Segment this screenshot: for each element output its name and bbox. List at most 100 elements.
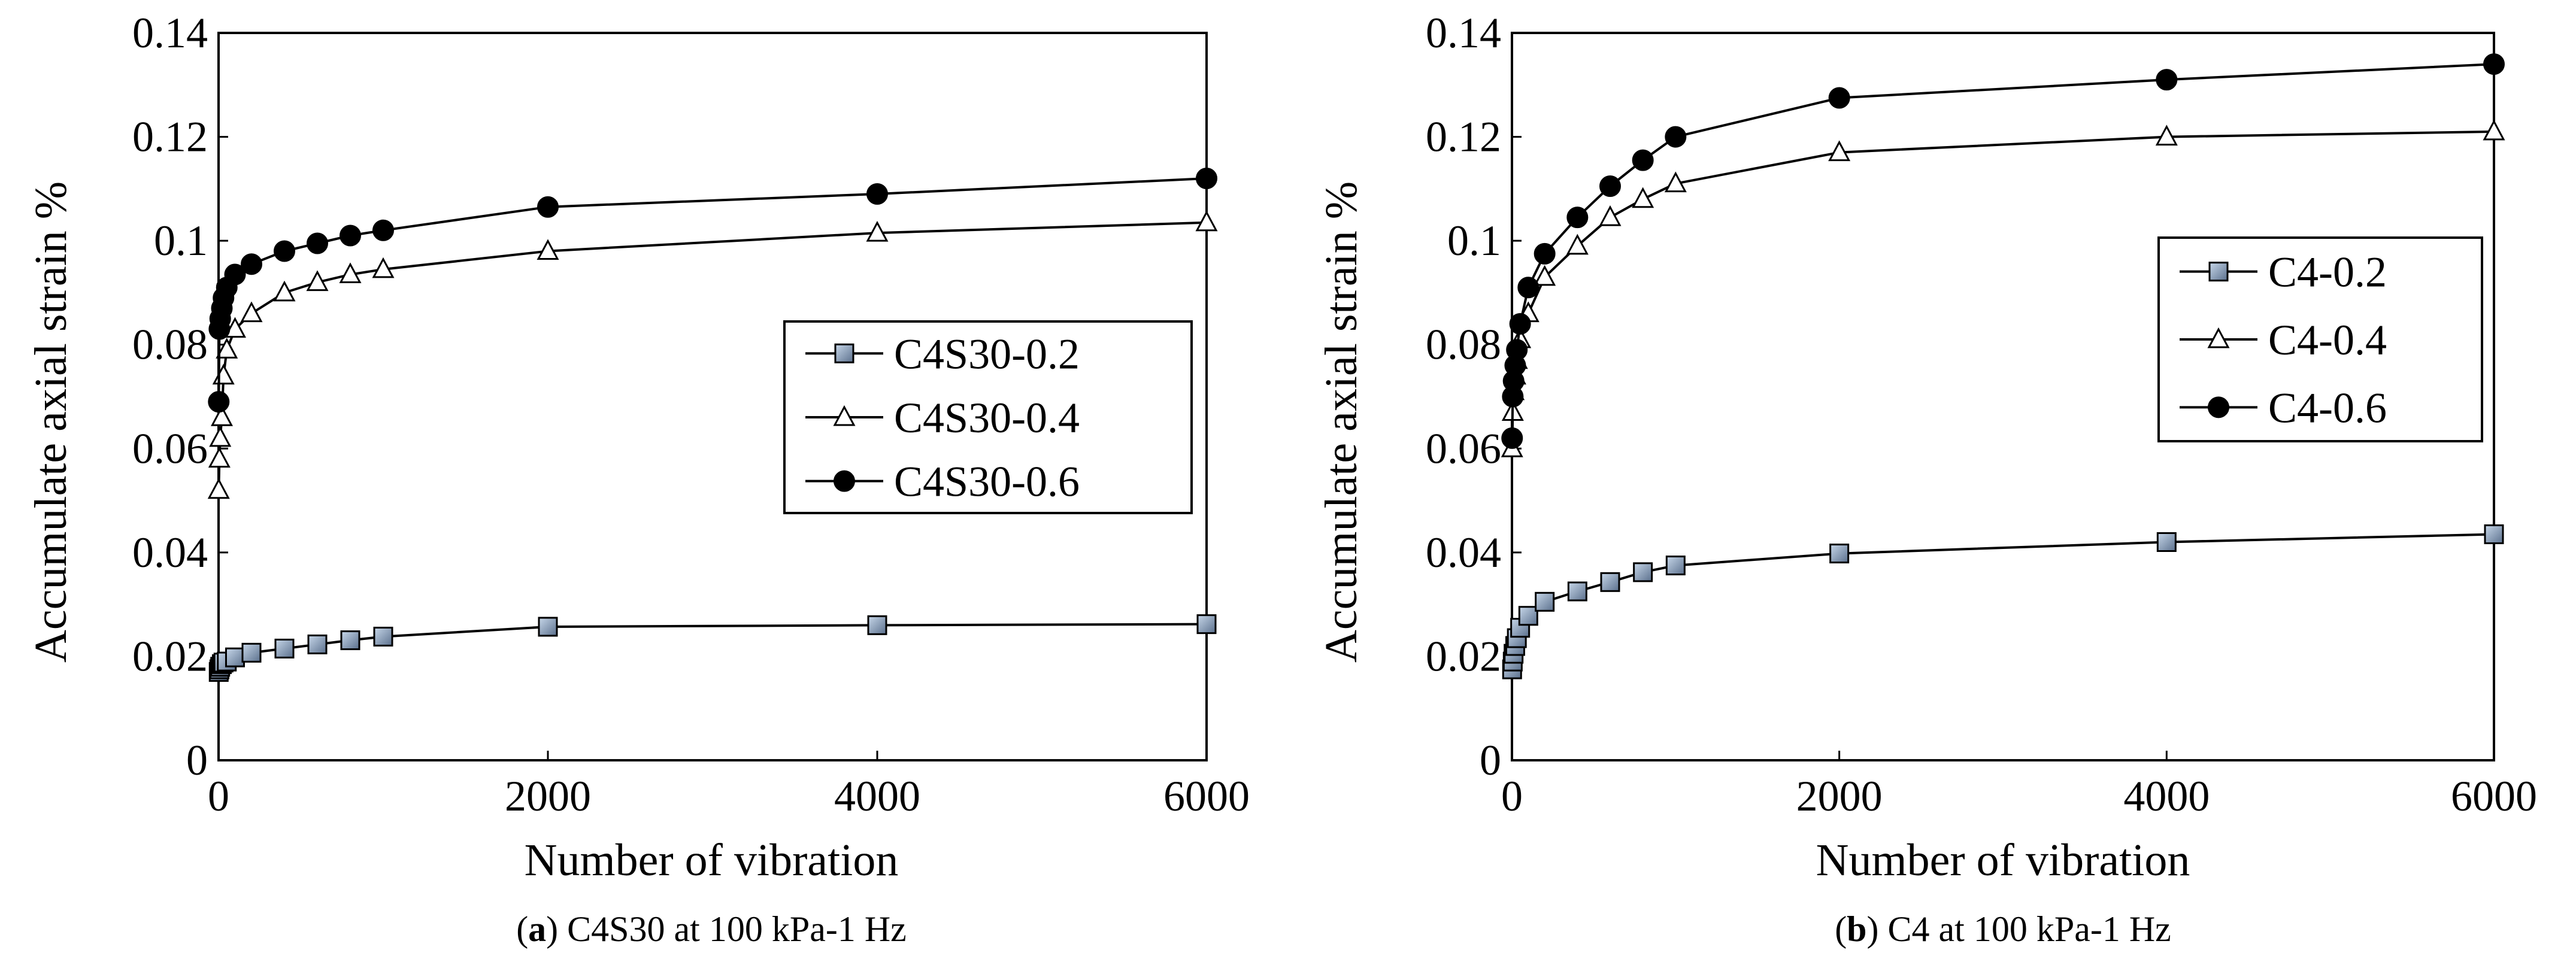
series-line-C4S30-0.2 [217,623,1207,672]
data-point-C4S30-0.6 [307,232,328,254]
legend-marker-C4-0.6 [2208,396,2229,418]
y-tick-label: 0.02 [132,632,208,680]
x-tick-label: 4000 [834,772,920,820]
data-point-C4S30-0.2 [225,647,245,667]
y-tick-label: 0.04 [132,529,208,576]
data-point-C4S30-0.4 [866,220,889,242]
legend-marker-C4-0.2 [2208,262,2229,282]
data-point-C4S30-0.6 [241,253,262,275]
y-tick-label: 0.12 [132,113,208,161]
data-point-C4S30-0.4 [216,338,238,359]
data-point-C4S30-0.2 [867,615,887,635]
caption-a: (a) C4S30 at 100 kPa-1 Hz [516,909,907,949]
y-tick-label: 0.04 [1426,529,1501,576]
data-point-C4-0.4 [1599,205,1622,226]
series-C4-0.6 [1501,53,2505,449]
y-tick-label: 0.06 [1426,424,1501,472]
x-tick-label: 6000 [2451,772,2537,820]
data-point-C4-0.6 [1566,207,1589,229]
data-point-C4-0.4 [1664,171,1687,193]
data-point-C4-0.6 [1509,313,1531,335]
data-point-C4S30-0.4 [339,262,362,284]
data-point-C4S30-0.4 [212,363,235,385]
data-point-C4S30-0.4 [273,280,296,302]
y-axis-label-a: Accumulate axial strain % [26,181,76,663]
series-line-C4-0.2 [1511,533,2495,670]
y-tick-label: 0.02 [1426,632,1501,680]
data-point-C4-0.4 [1566,233,1589,255]
x-tick-label: 2000 [1796,772,1883,820]
data-point-C4-0.4 [1632,187,1654,208]
data-point-C4S30-0.4 [372,257,395,278]
data-point-C4-0.2 [2156,532,2177,552]
data-point-C4S30-0.6 [372,219,394,241]
plot-area-b: 0 0.02 0.04 0.06 0.08 0.1 0.12 0.14 0 2000 4000 600… [1426,9,2537,820]
x-axis-label-a: Number of vibration [525,835,899,885]
data-point-C4-0.2 [1600,572,1620,592]
legend-marker-C4S30-0.6 [834,470,855,492]
y-axis-label-b: Accumulate axial strain % [1316,181,1366,663]
x-tick-label: 4000 [2123,772,2210,820]
legend-label: C4-0.2 [2268,248,2387,296]
x-axis-label-b: Number of vibration [1816,835,2190,885]
data-point-C4S30-0.4 [208,447,231,468]
data-point-C4S30-0.6 [274,240,295,262]
y-tick-label: 0.1 [1447,217,1501,265]
y-tick-label: 0.14 [1426,9,1501,57]
data-point-C4S30-0.4 [537,239,559,260]
data-point-C4-0.6 [1501,427,1523,449]
y-tick-label: 0.14 [132,9,208,57]
data-point-C4S30-0.2 [373,626,393,647]
y-tick-label: 0.12 [1426,113,1501,161]
data-point-C4-0.4 [1534,265,1556,286]
legend-marker-C4S30-0.2 [834,343,854,363]
data-point-C4-0.6 [1517,277,1539,299]
y-tick-label: 0 [1480,736,1501,784]
y-tick-label: 0 [186,736,208,784]
legend-a: C4S30-0.2 C4S30-0.4 C4S30-0.6 [783,320,1193,514]
data-point-C4S30-0.4 [224,317,246,338]
data-point-C4-0.2 [1535,591,1555,612]
legend-marker-C4S30-0.4 [833,405,856,426]
data-point-C4-0.6 [2156,69,2178,91]
data-point-C4S30-0.6 [208,391,230,413]
legend-label: C4S30-0.2 [894,330,1080,378]
legend-label: C4-0.6 [2268,384,2387,432]
x-tick-label: 6000 [1163,772,1250,820]
data-point-C4-0.2 [2484,524,2504,544]
series-C4S30-0.2 [208,614,1217,682]
data-point-C4-0.6 [1828,87,1850,109]
x-tick-label: 0 [1501,772,1523,820]
caption-a-letter: a [528,909,546,949]
data-point-C4S30-0.6 [537,196,559,218]
legend-label: C4-0.4 [2268,316,2387,364]
y-tick-label: 0.08 [132,321,208,369]
data-point-C4S30-0.4 [306,270,329,292]
caption-b-letter: b [1847,909,1866,949]
data-point-C4-0.4 [1828,140,1851,162]
data-point-C4-0.2 [1829,544,1850,564]
data-point-C4-0.6 [2483,53,2505,75]
data-point-C4S30-0.2 [307,634,328,654]
data-point-C4-0.2 [1518,606,1538,626]
y-tick-label: 0.08 [1426,321,1501,369]
data-point-C4S30-0.2 [274,638,295,659]
data-point-C4S30-0.4 [209,426,232,447]
data-point-C4-0.2 [1633,562,1653,582]
data-point-C4-0.2 [1567,581,1587,602]
y-tick-label: 0.1 [154,217,208,265]
caption-b: (b) C4 at 100 kPa-1 Hz [1835,909,2171,949]
series-C4-0.2 [1502,524,2504,679]
data-point-C4-0.2 [1665,556,1686,576]
data-point-C4S30-0.2 [538,617,558,637]
data-point-C4-0.6 [1506,339,1528,361]
data-point-C4-0.6 [1599,175,1621,198]
data-point-C4-0.6 [1632,149,1654,171]
data-point-C4-0.4 [2483,119,2505,141]
x-tick-label: 0 [208,772,229,820]
plot-area-a: 0 0.02 0.04 0.06 0.08 0.1 0.12 0.14 0 2000 4000 600… [132,9,1250,820]
caption-a-text: C4S30 at 100 kPa-1 Hz [558,909,907,949]
x-tick-label: 2000 [505,772,591,820]
legend-label: C4S30-0.6 [894,458,1080,506]
